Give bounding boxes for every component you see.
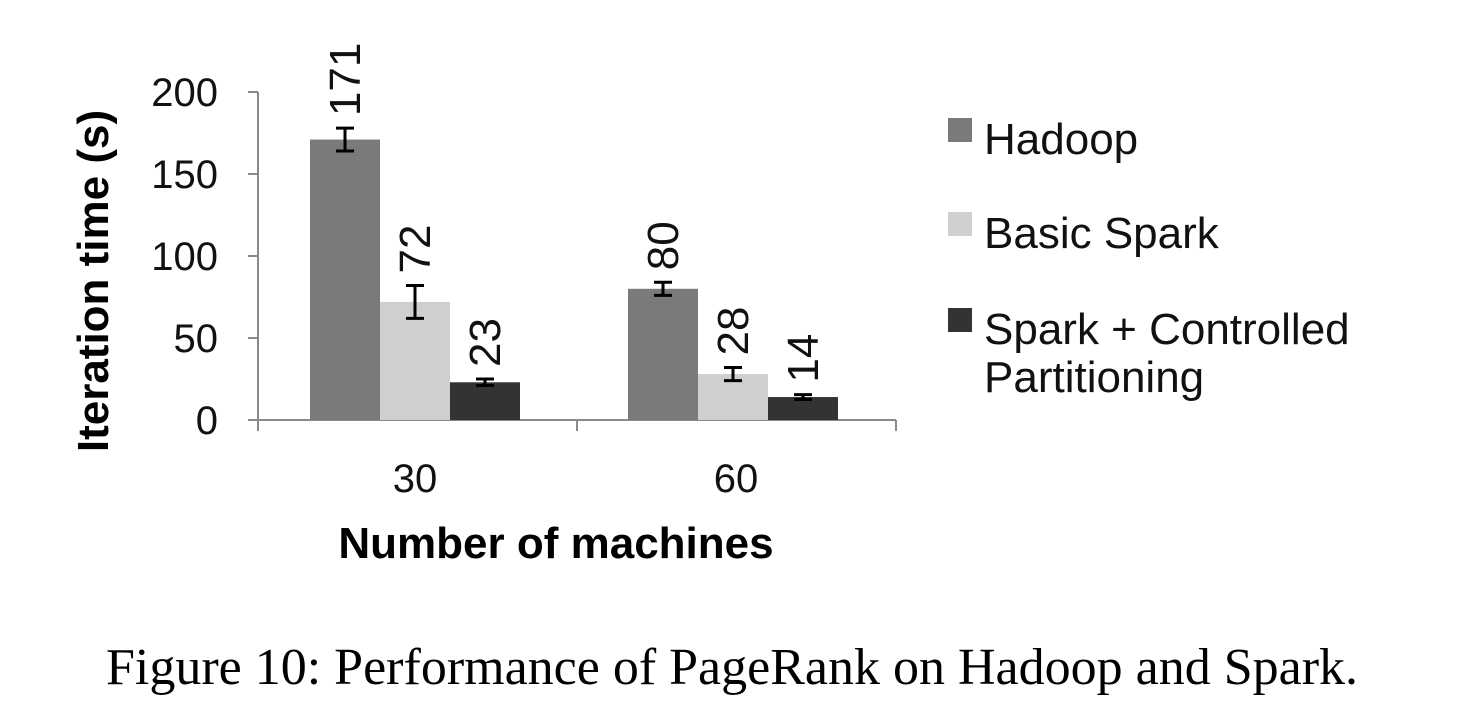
legend-swatch	[948, 118, 972, 142]
error-bar	[794, 393, 812, 401]
y-tick-label: 200	[151, 71, 218, 115]
bar	[310, 139, 380, 420]
error-bar	[336, 126, 354, 153]
x-tick-label: 30	[393, 457, 438, 501]
error-bar	[724, 366, 742, 383]
x-axis-title: Number of machines	[338, 519, 773, 568]
legend-label: Basic Spark	[984, 209, 1220, 258]
y-tick-label: 150	[151, 153, 218, 197]
data-label: 28	[709, 307, 758, 356]
plot-area: 0 50 100 150 200 30 60 171 80 72 28 23 14	[151, 43, 897, 501]
figure-caption: Figure 10: Performance of PageRank on Ha…	[106, 639, 1358, 696]
error-bar	[654, 280, 672, 297]
x-tick-label: 60	[714, 457, 759, 501]
data-label: 14	[779, 334, 828, 383]
data-label: 72	[391, 225, 440, 274]
bar	[628, 288, 698, 420]
bar	[380, 301, 450, 420]
legend-label: Spark + Controlled	[984, 305, 1350, 354]
y-tick-label: 100	[151, 235, 218, 279]
data-label: 171	[321, 43, 370, 116]
legend-swatch	[948, 308, 972, 332]
legend-label: Partitioning	[984, 353, 1204, 402]
bar	[450, 382, 520, 420]
data-label: 23	[461, 318, 510, 367]
legend-swatch	[948, 212, 972, 236]
bar	[768, 397, 838, 420]
data-label: 80	[639, 221, 688, 270]
legend-label: Hadoop	[984, 115, 1138, 164]
error-bar	[476, 377, 494, 388]
error-bar	[406, 284, 424, 320]
legend: Hadoop Basic Spark Spark + ControlledParti…	[948, 115, 1350, 402]
y-tick-label: 0	[196, 399, 218, 443]
y-tick-label: 50	[174, 317, 219, 361]
y-axis-title: Iteration time (s)	[69, 110, 118, 452]
